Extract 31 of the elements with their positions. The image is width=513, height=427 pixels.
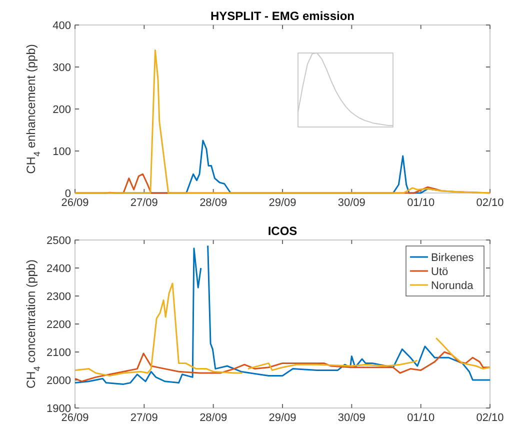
legend-label: Norunda: [431, 280, 474, 292]
chart-title: HYSPLIT - EMG emission: [210, 9, 355, 23]
x-tick-label: 29/09: [268, 412, 296, 424]
x-tick-label: 28/09: [200, 412, 228, 424]
x-tick-label: 30/09: [338, 197, 366, 209]
chart-title: ICOS: [268, 224, 298, 238]
y-tick-label: 0: [64, 188, 71, 200]
x-tick-label: 29/09: [268, 197, 296, 209]
y-tick-label: 400: [52, 20, 71, 32]
legend-label: Utö: [431, 266, 448, 278]
x-tick-label: 02/10: [476, 197, 504, 209]
y-tick-label: 2300: [46, 291, 71, 303]
x-tick-label: 27/09: [130, 412, 158, 424]
x-tick-label: 26/09: [61, 197, 89, 209]
legend-label: Birkenes: [431, 252, 474, 264]
x-tick-label: 30/09: [338, 412, 366, 424]
y-tick-label: 100: [52, 146, 71, 158]
y-tick-label: 2100: [46, 347, 71, 359]
y-tick-label: 200: [52, 104, 71, 116]
y-tick-label: 2400: [46, 263, 71, 275]
y-tick-label: 2500: [46, 235, 71, 247]
x-tick-label: 27/09: [130, 197, 158, 209]
x-tick-label: 01/10: [407, 197, 435, 209]
y-tick-label: 300: [52, 62, 71, 74]
x-tick-label: 26/09: [61, 412, 89, 424]
x-tick-label: 28/09: [200, 197, 228, 209]
y-tick-label: 2200: [46, 319, 71, 331]
x-tick-label: 01/10: [407, 412, 435, 424]
y-tick-label: 1900: [46, 403, 71, 415]
x-tick-label: 02/10: [476, 412, 504, 424]
y-tick-label: 2000: [46, 375, 71, 387]
